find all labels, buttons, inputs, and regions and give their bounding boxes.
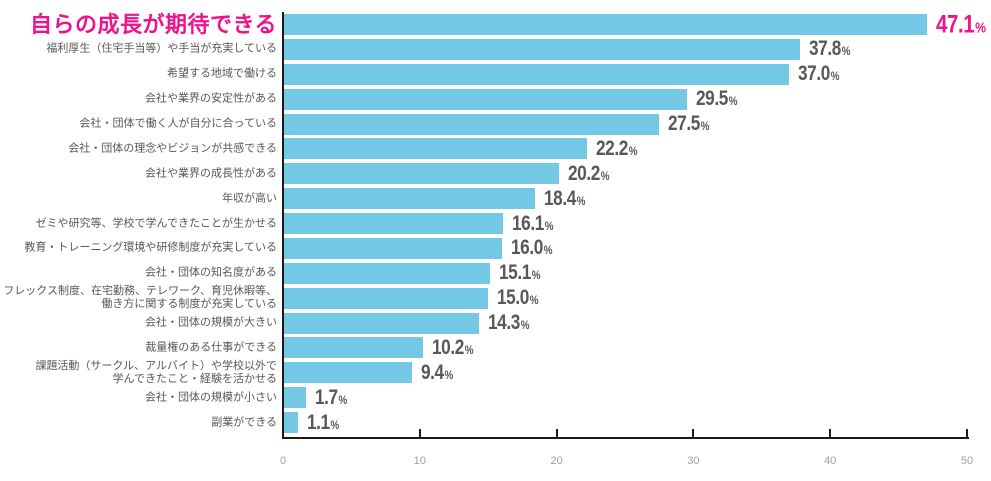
value-number: 1.1%	[307, 410, 340, 434]
bar	[284, 287, 489, 309]
category-label: 会社・団体の規模が小さい	[145, 391, 277, 404]
bar	[284, 237, 502, 259]
value-label: 29.5%	[696, 87, 746, 111]
bar	[284, 113, 660, 135]
bar	[284, 312, 479, 334]
value-unit: %	[830, 69, 840, 84]
value-label: 1.1%	[307, 411, 346, 435]
category-label: 教育・トレーニング環境や研修制度が充実している	[24, 241, 277, 254]
y-axis-line	[282, 12, 284, 439]
category-label: 年収が高い	[222, 192, 277, 205]
x-tick-mark	[829, 429, 832, 437]
value-label: 18.4%	[544, 187, 594, 211]
value-unit: %	[531, 268, 540, 283]
x-tick-label: 50	[960, 455, 974, 467]
x-tick-mark	[692, 429, 695, 437]
category-label: 会社・団体の理念やビジョンが共感できる	[68, 142, 277, 155]
value-number: 22.2%	[595, 136, 637, 160]
bar	[284, 213, 504, 235]
bar	[284, 412, 299, 434]
x-tick-label: 0	[279, 455, 287, 467]
category-label: 課題活動（サークル、アルバイト）や学校以外で 学んできたこと・経験を活かせる	[35, 359, 277, 385]
bar	[284, 88, 687, 110]
value-unit: %	[464, 342, 473, 357]
x-tick-label: 40	[824, 455, 837, 467]
bar	[284, 14, 928, 35]
value-label: 16.1%	[512, 212, 562, 236]
value-number: 18.4%	[543, 186, 585, 210]
category-label: フレックス制度、在宅勤務、テレワーク、育児休暇等、 働き方に関する制度が充実して…	[3, 284, 277, 311]
bar	[284, 163, 560, 185]
x-tick-mark	[555, 429, 558, 437]
value-label: 15.1%	[499, 261, 549, 285]
bar	[284, 362, 412, 384]
value-label: 15.0%	[497, 286, 547, 310]
value-unit: %	[543, 243, 553, 258]
category-label: 会社や業界の安定性がある	[145, 92, 277, 105]
value-unit: %	[520, 318, 529, 333]
category-label: 福利厚生（住宅手当等）や手当が充実している	[46, 42, 277, 55]
value-label: 14.3%	[488, 311, 538, 335]
value-unit: %	[544, 218, 554, 233]
value-number: 10.2%	[431, 335, 473, 359]
value-number: 47.1%	[936, 10, 986, 38]
value-number: 9.4%	[420, 360, 453, 384]
value-number: 20.2%	[568, 161, 610, 185]
value-label: 10.2%	[432, 336, 482, 360]
value-number: 37.0%	[798, 62, 840, 86]
value-label: 16.0%	[511, 236, 561, 260]
category-label: 会社や業界の成長性がある	[145, 167, 277, 180]
x-tick-label: 10	[413, 455, 426, 467]
x-tick-label: 20	[550, 455, 563, 467]
value-number: 29.5%	[695, 87, 737, 111]
value-label: 27.5%	[668, 112, 718, 136]
bar	[284, 38, 801, 60]
highlighted-category-label: 自らの成長が期待できる	[29, 11, 277, 37]
value-unit: %	[444, 367, 453, 382]
value-number: 14.3%	[487, 311, 529, 335]
value-label: 22.2%	[596, 137, 646, 161]
value-label: 47.1%	[936, 10, 991, 39]
category-label: 副業ができる	[211, 415, 277, 428]
category-label: 会社・団体で働く人が自分に合っている	[79, 117, 277, 130]
value-label: 20.2%	[568, 162, 618, 186]
value-unit: %	[529, 293, 539, 308]
x-tick-label: 30	[687, 455, 700, 467]
value-number: 15.0%	[497, 286, 539, 310]
bar	[284, 63, 790, 85]
value-label: 9.4%	[421, 361, 460, 385]
bar	[284, 337, 423, 359]
category-label: 会社・団体の規模が大きい	[145, 316, 277, 329]
category-label: ゼミや研究等、学校で学んできたことが生かせる	[35, 216, 277, 229]
bar	[284, 188, 535, 210]
x-tick-mark	[966, 429, 968, 437]
value-number: 1.7%	[315, 385, 348, 409]
category-label: 希望する地域で働ける	[167, 67, 277, 80]
value-number: 37.8%	[809, 37, 851, 61]
value-unit: %	[330, 417, 340, 432]
value-number: 16.1%	[512, 211, 554, 235]
value-unit: %	[700, 119, 710, 134]
value-number: 16.0%	[510, 236, 553, 260]
value-unit: %	[576, 193, 585, 208]
category-label: 裁量権のある仕事ができる	[145, 341, 277, 354]
value-number: 15.1%	[498, 261, 540, 285]
value-unit: %	[628, 143, 637, 158]
value-label: 1.7%	[315, 386, 354, 410]
value-label: 37.0%	[798, 62, 848, 86]
category-label: 会社・団体の知名度がある	[145, 266, 277, 279]
bar	[284, 262, 490, 284]
value-unit: %	[338, 392, 348, 407]
value-unit: %	[975, 19, 986, 36]
x-axis-line	[282, 437, 969, 439]
value-number: 27.5%	[668, 112, 710, 136]
bar	[284, 138, 587, 160]
value-unit: %	[841, 44, 851, 59]
value-unit: %	[601, 168, 610, 183]
x-tick-mark	[418, 429, 421, 437]
bar	[284, 387, 307, 409]
value-unit: %	[728, 94, 737, 109]
value-label: 37.8%	[809, 37, 859, 61]
